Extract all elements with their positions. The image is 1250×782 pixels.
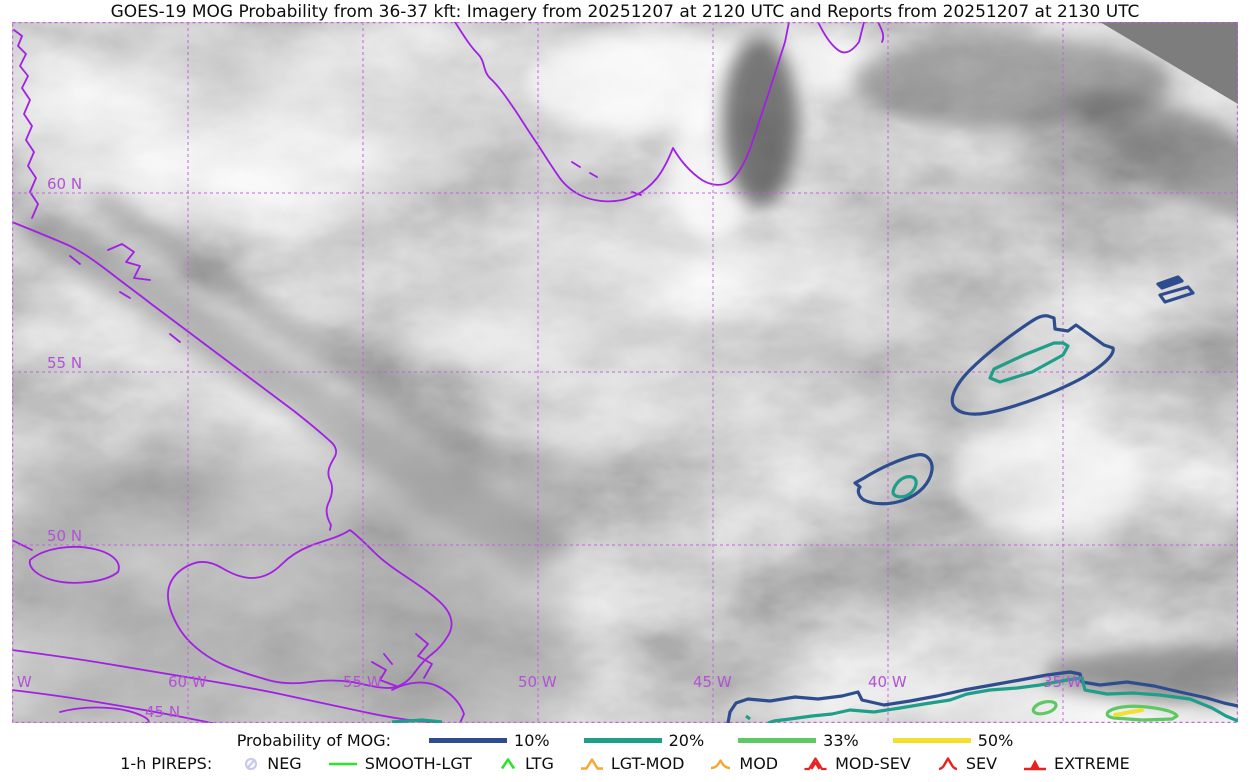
pirep-mod-label: MOD: [739, 754, 779, 773]
legend-item-10pct: 10%: [429, 731, 550, 750]
contour-10-small-loop: [853, 453, 934, 506]
lon-label-60w: 60 W: [168, 673, 207, 691]
prob-contours-50pct: [1113, 708, 1144, 717]
pirep-mod-sev-label: MOD-SEV: [835, 754, 911, 773]
gridlines: [12, 22, 1238, 723]
legend-item-ltg: LTG: [498, 754, 554, 773]
contour-20-bottom-line: [767, 676, 1238, 723]
contour-20-small-loop: [891, 475, 918, 499]
prob-10-line-swatch: [429, 738, 508, 743]
contour-10-large-loop: [950, 314, 1115, 416]
lgt-mod-triangle-icon: [580, 757, 603, 770]
smooth-lgt-line-icon: [328, 762, 357, 765]
legend-item-sev: SEV: [937, 754, 997, 773]
cape-breton-coastline: [371, 661, 465, 723]
contour-33-loop-2: [1105, 704, 1179, 722]
legend-item-neg: NEG: [242, 754, 302, 773]
satellite-imagery: [12, 22, 1238, 723]
greenland-ne-coastline: [817, 22, 865, 54]
pirep-ltg-label: LTG: [524, 754, 554, 773]
prob-contours-20pct: [391, 341, 1238, 723]
pireps-legend-title: 1-h PIREPS:: [120, 754, 213, 773]
no-data-wedge: [1100, 22, 1238, 104]
page-title: GOES-19 MOG Probability from 36-37 kft: …: [110, 2, 1140, 22]
legend-item-mod: MOD: [710, 754, 778, 773]
contour-10-dash: [1156, 275, 1184, 290]
pirep-neg-label: NEG: [267, 754, 302, 773]
ltg-caret-icon: [500, 757, 516, 769]
newfoundland-coastline: [166, 529, 453, 689]
lat-label-60n: 60 N: [47, 175, 83, 193]
mod-sev-triangle-caret-icon: [804, 756, 827, 770]
map-border: [12, 22, 1238, 723]
labrador-coastline: [12, 221, 337, 531]
contour-33-loop-1: [1031, 700, 1058, 716]
contour-20-dot: [745, 714, 751, 721]
legend-item-mod-sev: MOD-SEV: [804, 754, 911, 773]
contour-10-bottom-line: [726, 670, 1238, 723]
lon-label-55w: 55 W: [343, 673, 382, 691]
pirep-sev-label: SEV: [965, 754, 998, 773]
pirep-smooth-lgt-label: SMOOTH-LGT: [364, 754, 472, 773]
extreme-filled-triangle-icon: [1024, 759, 1047, 770]
maritimes-coastline: [12, 649, 443, 723]
legend-item-extreme: EXTREME: [1023, 754, 1130, 773]
mod-caret-icon: [711, 758, 731, 769]
prob-33-line-swatch: [738, 738, 817, 743]
mog-probability-legend: Probability of MOG: 10% 20% 33% 50%: [0, 731, 1250, 750]
lon-label-35w: 35 W: [1043, 673, 1082, 691]
cloud-regions: [12, 32, 1238, 723]
coastlines: [12, 22, 885, 723]
satellite-map: 60 N 55 N 50 N 45 N 65 W 60 W 55 W 50 W …: [12, 22, 1238, 723]
legend-item-20pct: 20%: [583, 731, 705, 750]
lon-label-40w: 40 W: [868, 673, 907, 691]
pireps-legend: 1-h PIREPS: NEG SMOOTH-LGT LTG LGT-MOD M…: [0, 754, 1250, 773]
lon-label-50w: 50 W: [518, 673, 557, 691]
lat-label-55n: 55 N: [47, 354, 83, 372]
legend-item-33pct: 33%: [738, 731, 859, 750]
pirep-lgt-mod-label: LGT-MOD: [610, 754, 685, 773]
prob-33-label: 33%: [823, 731, 859, 750]
prob-contours-10pct: [726, 275, 1238, 723]
lat-label-50n: 50 N: [47, 527, 83, 545]
mog-legend-title: Probability of MOG:: [236, 731, 392, 750]
sev-flared-caret-icon: [938, 756, 958, 770]
labrador-north-coastline: [13, 29, 39, 219]
contour-50-dash: [1113, 708, 1144, 717]
contour-10-parallelogram: [1158, 285, 1195, 304]
prob-20-line-swatch: [583, 738, 662, 743]
prob-contours-33pct: [1031, 700, 1179, 722]
lon-label-45w: 45 W: [693, 673, 732, 691]
contour-20-large-loop: [988, 341, 1070, 384]
legend-item-smooth-lgt: SMOOTH-LGT: [328, 754, 472, 773]
anticosti-coastline: [28, 546, 120, 584]
neg-circle-slash-icon: [245, 757, 258, 770]
legend-item-50pct: 50%: [892, 731, 1014, 750]
pirep-extreme-label: EXTREME: [1054, 754, 1130, 773]
lon-label-65w: 65 W: [12, 673, 32, 691]
prob-50-line-swatch: [892, 738, 971, 743]
lat-label-45n: 45 N: [145, 703, 181, 721]
prob-50-label: 50%: [977, 731, 1014, 750]
prob-20-label: 20%: [668, 731, 705, 750]
greenland-coastline: [454, 22, 790, 203]
legend-item-lgt-mod: LGT-MOD: [580, 754, 685, 773]
prob-10-label: 10%: [514, 731, 550, 750]
